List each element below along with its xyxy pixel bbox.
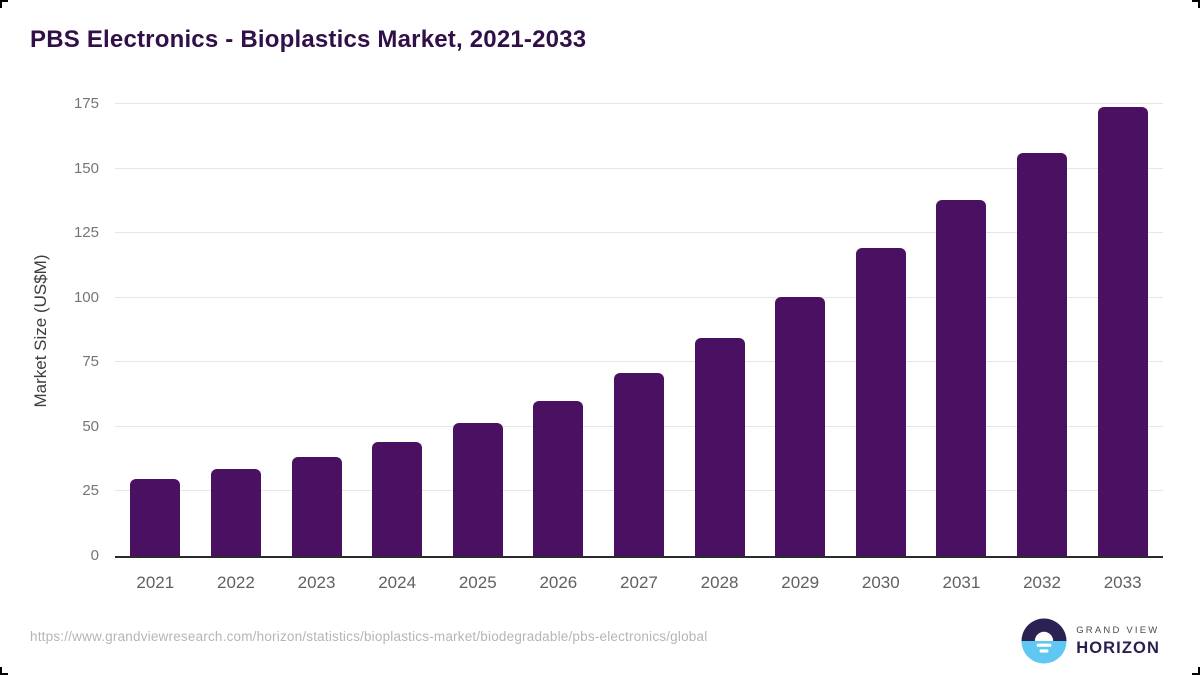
bar-slot: 2025 [437, 104, 518, 592]
bar-slot: 2024 [357, 104, 438, 592]
x-tick-label: 2028 [700, 573, 739, 592]
x-tick-label: 2031 [942, 573, 981, 592]
bar-2031 [936, 200, 987, 556]
y-tick-label: 100 [73, 288, 99, 306]
gridline [115, 232, 1163, 234]
corner-mark [0, 0, 8, 8]
bar-2022 [210, 469, 261, 556]
logo-text: GRAND VIEW HORIZON [1076, 625, 1160, 658]
x-tick-label: 2025 [458, 573, 497, 592]
x-tick-label: 2027 [620, 573, 658, 592]
y-axis-title: Market Size (US$M) [31, 254, 50, 408]
x-tick-label: 2023 [297, 573, 336, 592]
gridline [115, 103, 1163, 104]
corner-mark [0, 667, 8, 675]
x-tick-label: 2021 [136, 573, 175, 592]
chart-title: PBS Electronics - Bioplastics Market, 20… [30, 26, 587, 53]
corner-mark [1192, 667, 1200, 675]
bar-slot: 2033 [1082, 104, 1163, 592]
gridline [115, 296, 1163, 298]
y-tick-label: 50 [82, 417, 99, 435]
bar-series: 2021 2022 2023 2024 2025 2026 2027 2028 2029 2030… [115, 104, 1163, 592]
x-tick-label: 2026 [539, 573, 578, 592]
bar-slot: 2021 [115, 104, 196, 592]
corner-mark [1192, 0, 1200, 8]
x-tick-label: 2030 [861, 573, 900, 592]
x-tick-label: 2032 [1023, 573, 1061, 592]
bar-slot: 2030 [840, 104, 921, 592]
bar-2023 [291, 456, 342, 556]
plot-area: 0 25 50 75 100 125 150 175 2021 2022 2023 2024 2025 2… [74, 95, 1163, 592]
logo-horizon-text: HORIZON [1076, 638, 1160, 657]
source-url: https://www.grandviewresearch.com/horizo… [30, 629, 708, 644]
logo-grand-view-text: GRAND VIEW [1076, 624, 1160, 636]
bar-2026 [533, 400, 584, 556]
bar-slot: 2032 [1002, 104, 1083, 592]
y-tick-label: 0 [90, 547, 99, 564]
bar-2032 [1017, 153, 1067, 556]
y-tick-label: 125 [73, 224, 99, 242]
y-tick-label: 25 [82, 482, 99, 500]
bar-slot: 2022 [196, 104, 277, 592]
bar-slot: 2029 [760, 104, 841, 592]
x-tick-label: 2022 [217, 573, 255, 592]
y-tick-label: 175 [73, 95, 99, 112]
bar-2033 [1097, 107, 1148, 556]
bar-slot: 2023 [276, 104, 357, 592]
horizon-logo-icon [1021, 618, 1067, 664]
bar-2021 [130, 478, 181, 556]
bar-2030 [855, 247, 906, 556]
bar-2027 [613, 372, 664, 556]
y-tick-label: 150 [73, 159, 99, 177]
gridline [115, 167, 1163, 169]
x-tick-label: 2033 [1103, 573, 1142, 592]
brand-logo: GRAND VIEW HORIZON [1021, 618, 1160, 664]
x-tick-label: 2029 [781, 573, 820, 592]
bar-2028 [694, 338, 745, 556]
y-tick-label: 75 [82, 353, 99, 371]
bar-slot: 2031 [921, 104, 1002, 592]
bar-2029 [775, 296, 826, 556]
bar-2025 [452, 422, 503, 556]
bar-slot: 2026 [518, 104, 599, 592]
x-tick-label: 2024 [378, 573, 417, 592]
bar-slot: 2027 [599, 104, 680, 592]
gridline [115, 361, 1163, 363]
bar-2024 [372, 441, 423, 556]
bar-slot: 2028 [679, 104, 760, 592]
